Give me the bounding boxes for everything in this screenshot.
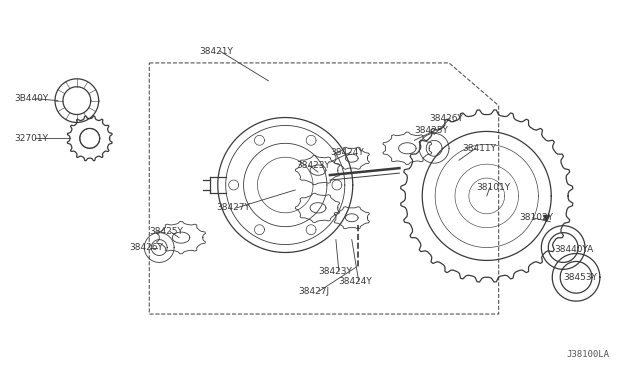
Text: 38425Y: 38425Y (149, 227, 183, 236)
Text: 38426Y: 38426Y (429, 114, 463, 123)
Text: 38423Y: 38423Y (318, 267, 352, 276)
Text: 38102Y: 38102Y (519, 213, 553, 222)
Text: 38421Y: 38421Y (199, 46, 233, 55)
Text: 38425Y: 38425Y (414, 126, 448, 135)
Text: 38440YA: 38440YA (554, 245, 593, 254)
Text: 38426Y: 38426Y (129, 243, 163, 252)
Text: 38427J: 38427J (298, 287, 330, 296)
Text: 38101Y: 38101Y (476, 183, 511, 192)
Text: J38100LA: J38100LA (567, 350, 610, 359)
Text: 38424Y: 38424Y (330, 148, 364, 157)
Text: 38453Y: 38453Y (563, 273, 597, 282)
Text: 38427Y: 38427Y (216, 203, 250, 212)
Text: 3B440Y: 3B440Y (14, 94, 49, 103)
Text: 32701Y: 32701Y (14, 134, 48, 143)
Text: 38424Y: 38424Y (338, 277, 372, 286)
Text: 38411Y: 38411Y (463, 144, 497, 153)
Text: 38423Y: 38423Y (296, 161, 330, 170)
